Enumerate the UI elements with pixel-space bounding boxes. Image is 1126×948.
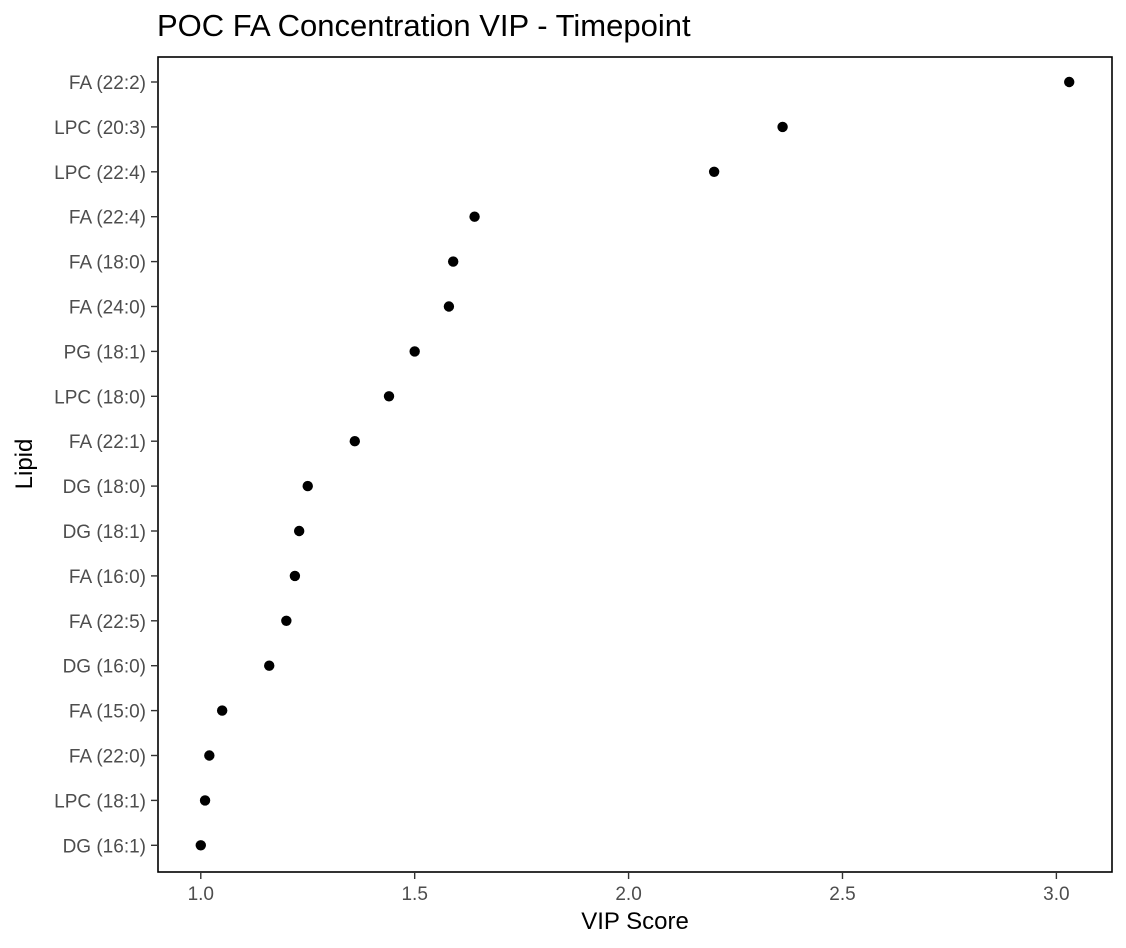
data-point: [349, 436, 360, 447]
data-point: [302, 480, 313, 492]
data-point: [409, 346, 420, 357]
x-tick-label: 2.5: [829, 884, 855, 905]
data-point: [1064, 76, 1075, 88]
chart-title: POC FA Concentration VIP - Timepoint: [157, 8, 691, 43]
x-tick-label: 1.5: [401, 884, 427, 905]
y-tick-label: LPC (18:1): [54, 791, 146, 812]
data-point: [281, 615, 292, 626]
y-tick-label: LPC (18:0): [54, 387, 146, 408]
y-tick-label: LPC (20:3): [54, 118, 146, 139]
data-point: [777, 121, 788, 133]
y-tick-label: LPC (22:4): [54, 163, 146, 184]
x-axis-title: VIP Score: [581, 908, 689, 935]
data-points: [195, 76, 1075, 851]
data-point: [216, 705, 228, 716]
y-tick-label: FA (22:1): [69, 432, 146, 453]
plot-panel: [157, 56, 1113, 873]
y-tick-label: DG (18:0): [63, 477, 146, 498]
y-axis-title: Lipid: [11, 439, 38, 490]
y-tick-label: FA (18:0): [69, 253, 146, 274]
data-point: [383, 391, 395, 402]
y-tick-label: FA (22:5): [69, 612, 146, 633]
y-tick-label: DG (16:1): [63, 836, 146, 857]
x-axis-ticks: 1.0 1.5 2.0 2.5 3.0: [188, 872, 1070, 905]
y-tick-label: FA (15:0): [69, 702, 146, 723]
data-point: [204, 750, 215, 761]
data-point: [469, 211, 480, 222]
y-tick-label: PG (18:1): [64, 342, 146, 363]
x-tick-label: 2.0: [615, 884, 641, 905]
y-tick-label: FA (22:2): [69, 73, 146, 94]
y-tick-label: FA (16:0): [69, 567, 146, 588]
y-axis-ticks: FA (22:2) LPC (20:3) LPC (22:4) FA (22:4) FA…: [54, 73, 158, 857]
y-tick-label: DG (16:0): [63, 657, 146, 678]
data-point: [289, 570, 301, 582]
data-point: [443, 301, 455, 312]
data-point: [447, 256, 459, 267]
data-point: [293, 525, 305, 537]
data-point: [199, 795, 211, 806]
data-point: [708, 166, 720, 177]
x-tick-label: 1.0: [188, 884, 214, 905]
y-tick-label: FA (22:0): [69, 747, 146, 768]
y-tick-label: FA (24:0): [69, 298, 146, 319]
data-point: [264, 660, 275, 671]
data-point: [195, 840, 206, 851]
y-tick-label: DG (18:1): [63, 522, 146, 543]
x-tick-label: 3.0: [1043, 884, 1069, 905]
y-tick-label: FA (22:4): [69, 208, 146, 229]
